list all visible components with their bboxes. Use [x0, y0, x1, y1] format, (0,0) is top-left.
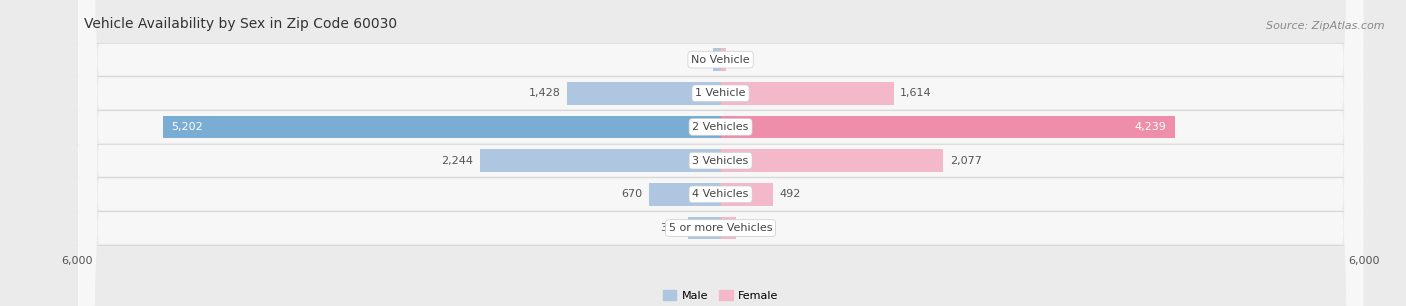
Bar [721, 82, 894, 105]
FancyBboxPatch shape [77, 0, 1364, 306]
Text: 2,244: 2,244 [441, 156, 474, 166]
FancyBboxPatch shape [77, 0, 1364, 306]
Text: No Vehicle: No Vehicle [692, 55, 749, 65]
Text: 308: 308 [659, 223, 681, 233]
Bar [568, 82, 721, 105]
Text: 1 Vehicle: 1 Vehicle [696, 88, 745, 98]
Text: 3 Vehicles: 3 Vehicles [692, 156, 749, 166]
Bar [721, 48, 725, 71]
Text: 70: 70 [693, 55, 707, 65]
Bar [721, 116, 1175, 138]
FancyBboxPatch shape [77, 0, 1364, 306]
Text: 670: 670 [621, 189, 643, 199]
Bar [688, 217, 721, 240]
Text: 2 Vehicles: 2 Vehicles [692, 122, 749, 132]
Text: Source: ZipAtlas.com: Source: ZipAtlas.com [1267, 21, 1385, 32]
Bar [721, 217, 735, 240]
Text: 492: 492 [780, 189, 801, 199]
Text: Vehicle Availability by Sex in Zip Code 60030: Vehicle Availability by Sex in Zip Code … [84, 17, 396, 32]
Bar [721, 149, 943, 172]
Bar [163, 116, 721, 138]
Bar [721, 183, 773, 206]
FancyBboxPatch shape [77, 0, 1364, 306]
Text: 2,077: 2,077 [949, 156, 981, 166]
Bar [648, 183, 721, 206]
Text: 49: 49 [733, 55, 747, 65]
Text: 4 Vehicles: 4 Vehicles [692, 189, 749, 199]
FancyBboxPatch shape [77, 0, 1364, 306]
Legend: Male, Female: Male, Female [658, 286, 783, 305]
Text: 4,239: 4,239 [1135, 122, 1167, 132]
Text: 5 or more Vehicles: 5 or more Vehicles [669, 223, 772, 233]
FancyBboxPatch shape [77, 0, 1364, 306]
Text: 141: 141 [742, 223, 763, 233]
Bar [713, 48, 721, 71]
Text: 1,428: 1,428 [529, 88, 561, 98]
Text: 5,202: 5,202 [172, 122, 204, 132]
Text: 1,614: 1,614 [900, 88, 932, 98]
Bar [479, 149, 721, 172]
